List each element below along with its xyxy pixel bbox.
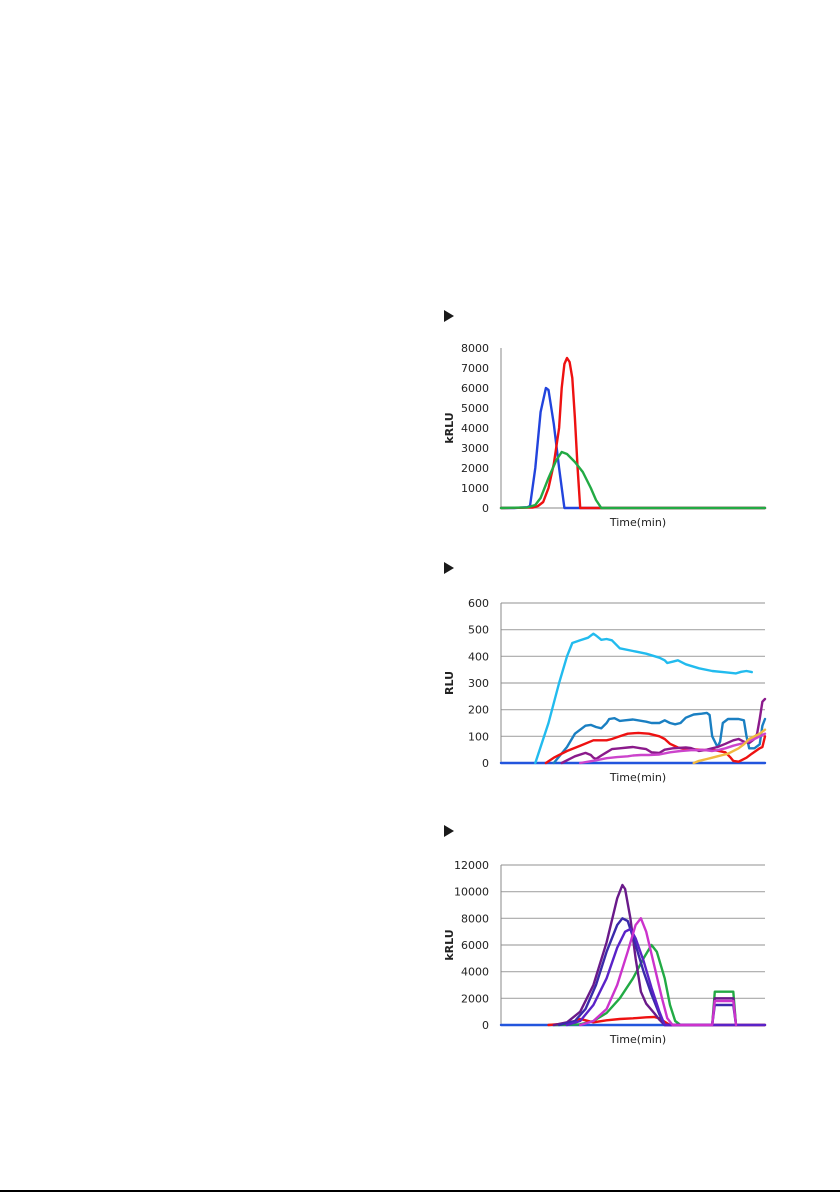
series-line-4 xyxy=(544,731,767,765)
section-marker-1 xyxy=(444,310,454,322)
y-tick-label: 8000 xyxy=(461,912,489,925)
y-tick-label: 0 xyxy=(482,1019,489,1032)
y-tick-label: 3000 xyxy=(461,442,489,455)
y-tick-label: 4000 xyxy=(461,422,489,435)
series-line-2 xyxy=(499,356,767,510)
section-marker-2 xyxy=(444,562,454,574)
series-line-3 xyxy=(499,450,767,510)
y-tick-label: 300 xyxy=(468,677,489,690)
y-tick-label: 2000 xyxy=(461,992,489,1005)
y-tick-label: 600 xyxy=(468,597,489,610)
section-marker-3 xyxy=(444,825,454,837)
y-axis-title: RLU xyxy=(443,671,456,695)
y-tick-label: 0 xyxy=(482,757,489,770)
x-axis-title: Time(min) xyxy=(609,516,666,529)
chart-2: 0 100 200 300 400 500 600 RLU Time(min) xyxy=(443,597,767,784)
y-tick-label: 8000 xyxy=(461,342,489,355)
y-tick-label: 400 xyxy=(468,650,489,663)
page-bottom-border xyxy=(0,1190,840,1192)
y-tick-label: 200 xyxy=(468,704,489,717)
y-tick-label: 0 xyxy=(482,502,489,515)
y-tick-label: 6000 xyxy=(461,939,489,952)
y-tick-label: 10000 xyxy=(454,886,489,899)
series-line-7 xyxy=(579,917,738,1027)
x-axis-title: Time(min) xyxy=(609,1033,666,1046)
y-tick-label: 1000 xyxy=(461,482,489,495)
series-line-6 xyxy=(579,732,767,765)
series-line-3 xyxy=(552,711,767,765)
y-tick-label: 12000 xyxy=(454,859,489,872)
chart-1: 0 1000 2000 3000 4000 5000 6000 7000 8000 kRLU Tim… xyxy=(443,342,767,529)
y-tick-label: 6000 xyxy=(461,382,489,395)
chart-3: 0 2000 4000 6000 8000 10000 12000 kRLU Time(min) xyxy=(443,859,767,1046)
y-tick-label: 7000 xyxy=(461,362,489,375)
y-tick-label: 5000 xyxy=(461,402,489,415)
series-line-2 xyxy=(534,632,753,765)
y-tick-label: 4000 xyxy=(461,966,489,979)
y-tick-label: 100 xyxy=(468,730,489,743)
series-line-7 xyxy=(692,728,767,765)
y-axis-title: kRLU xyxy=(443,929,456,960)
y-axis-title: kRLU xyxy=(443,412,456,443)
series-line-6 xyxy=(565,927,767,1027)
x-axis-title: Time(min) xyxy=(609,771,666,784)
y-tick-label: 500 xyxy=(468,624,489,637)
y-tick-label: 2000 xyxy=(461,462,489,475)
series-line-1 xyxy=(499,386,767,510)
